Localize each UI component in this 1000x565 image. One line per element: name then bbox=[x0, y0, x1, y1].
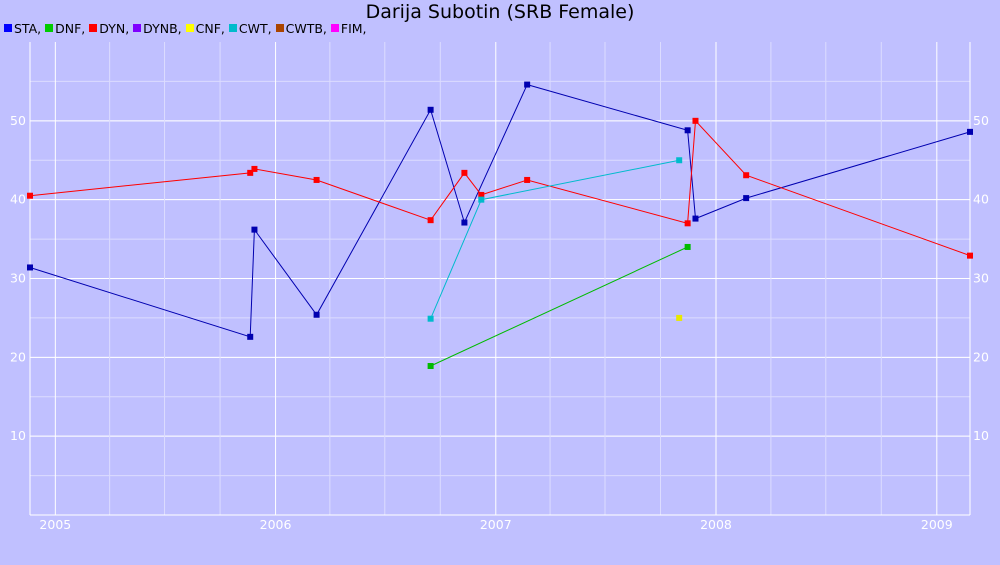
legend-label: DYNB, bbox=[143, 20, 182, 36]
data-point-dyn bbox=[743, 172, 750, 179]
y-tick-label-right: 30 bbox=[973, 271, 989, 286]
legend-swatch bbox=[228, 24, 237, 32]
data-point-sta bbox=[247, 333, 254, 340]
legend: STA, DNF, DYN, DYNB, CNF, CWT, CWTB, FIM, bbox=[4, 20, 371, 36]
data-point-dyn bbox=[461, 169, 468, 176]
legend-swatch bbox=[275, 24, 284, 32]
data-point-sta bbox=[461, 219, 468, 226]
y-tick-label-left: 30 bbox=[10, 271, 26, 286]
data-point-sta bbox=[684, 127, 691, 134]
data-point-dnf bbox=[684, 243, 691, 250]
y-tick-label-right: 20 bbox=[973, 349, 989, 364]
data-point-dyn bbox=[967, 252, 973, 259]
data-point-sta bbox=[427, 106, 434, 113]
legend-swatch bbox=[330, 24, 339, 32]
data-point-cwt bbox=[676, 157, 683, 164]
data-point-sta bbox=[524, 81, 531, 88]
data-point-cnf bbox=[676, 314, 683, 321]
legend-item: STA, bbox=[4, 21, 41, 36]
legend-item: DYN, bbox=[89, 21, 129, 36]
data-point-dyn bbox=[247, 169, 254, 176]
series-line-dnf bbox=[430, 246, 688, 367]
data-point-dyn bbox=[692, 117, 699, 124]
data-point-cwt bbox=[478, 196, 485, 203]
legend-label: DNF, bbox=[55, 20, 86, 36]
x-tick-label: 2009 bbox=[921, 517, 953, 532]
x-tick-label: 2008 bbox=[700, 517, 732, 532]
legend-item: DYNB, bbox=[133, 20, 182, 36]
x-tick-label: 2006 bbox=[260, 517, 292, 532]
data-point-sta bbox=[743, 195, 750, 202]
data-point-dyn bbox=[478, 191, 485, 198]
y-tick-label-left: 10 bbox=[10, 428, 26, 443]
data-point-sta bbox=[967, 128, 973, 135]
legend-item: CWT, bbox=[228, 20, 272, 36]
grid-layer bbox=[29, 42, 971, 516]
data-point-dyn bbox=[524, 176, 531, 183]
data-point-dnf bbox=[427, 363, 434, 370]
legend-swatch bbox=[185, 24, 194, 32]
legend-item: FIM, bbox=[330, 20, 367, 36]
tick-layer: 10 10 20 20 30 30 40 40 50 50 2005 2006 2007 2008 2009 bbox=[10, 113, 989, 532]
legend-label: CWTB, bbox=[285, 20, 327, 36]
legend-label: FIM, bbox=[340, 20, 367, 36]
legend-swatch bbox=[45, 24, 54, 32]
data-point-dyn bbox=[427, 217, 434, 224]
data-point-dyn bbox=[251, 165, 258, 172]
legend-swatch bbox=[89, 24, 98, 32]
data-point-sta bbox=[692, 215, 699, 222]
chart-title: Darija Subotin (SRB Female) bbox=[365, 1, 635, 23]
series-line-dyn bbox=[29, 119, 971, 257]
legend-swatch bbox=[4, 24, 12, 32]
legend-label: STA, bbox=[14, 20, 42, 36]
data-point-sta bbox=[251, 226, 258, 233]
data-point-sta bbox=[27, 264, 33, 271]
legend-item: CNF, bbox=[185, 20, 225, 36]
series-line-sta bbox=[29, 84, 971, 338]
y-tick-label-right: 40 bbox=[973, 192, 989, 207]
y-tick-label-right: 10 bbox=[973, 428, 989, 443]
legend-item: DNF, bbox=[45, 21, 85, 36]
series-layer bbox=[27, 81, 973, 370]
legend-label: DYN, bbox=[99, 20, 130, 36]
legend-swatch bbox=[133, 24, 142, 32]
data-point-dyn bbox=[684, 220, 691, 227]
legend-item: CWTB, bbox=[275, 20, 327, 36]
legend-label: CNF, bbox=[195, 20, 225, 36]
y-tick-label-left: 50 bbox=[10, 113, 26, 128]
legend-label: CWT, bbox=[238, 20, 272, 36]
data-point-dyn bbox=[27, 192, 33, 199]
data-point-cwt bbox=[427, 315, 434, 322]
data-point-sta bbox=[313, 311, 320, 318]
y-tick-label-right: 50 bbox=[973, 113, 989, 128]
data-point-dyn bbox=[313, 176, 320, 183]
x-tick-label: 2005 bbox=[39, 517, 71, 532]
y-tick-label-left: 40 bbox=[10, 192, 26, 207]
y-tick-label-left: 20 bbox=[10, 349, 26, 364]
x-tick-label: 2007 bbox=[480, 517, 512, 532]
